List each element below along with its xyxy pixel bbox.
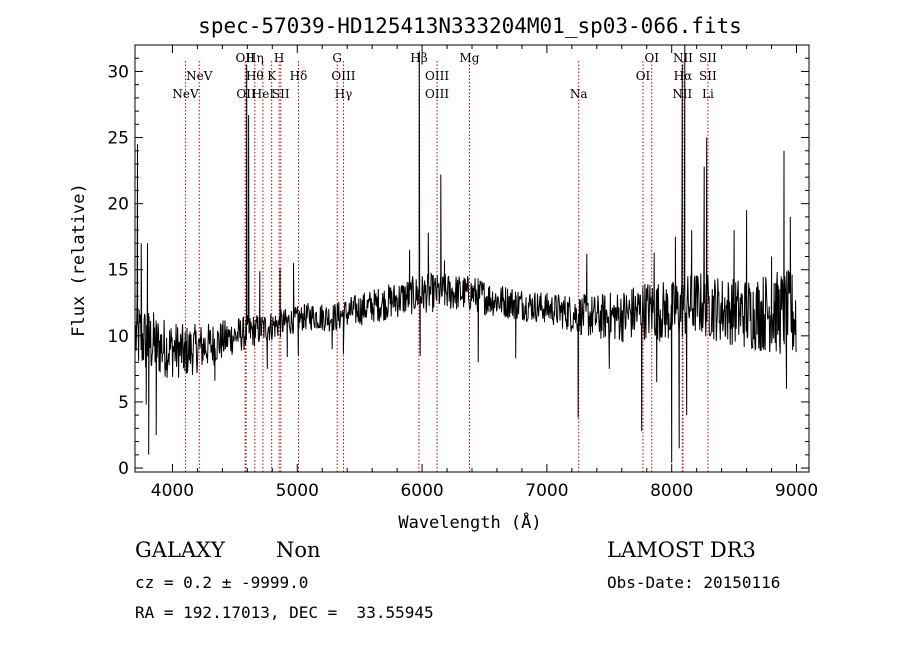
line-marker-label: Hγ bbox=[335, 87, 353, 101]
y-tick-label: 25 bbox=[107, 129, 129, 149]
chart-title: spec-57039-HD125413N333204M01_sp03-066.f… bbox=[198, 14, 742, 38]
line-marker-label: OIII bbox=[425, 87, 449, 101]
line-marker-label: Mg bbox=[460, 51, 480, 65]
y-tick-label: 10 bbox=[107, 327, 129, 347]
line-marker-label: Hδ bbox=[290, 69, 308, 83]
y-tick-label: 5 bbox=[118, 393, 129, 413]
line-marker-label: Li bbox=[702, 87, 714, 101]
redshift-readout: cz = 0.2 ± -9999.0 bbox=[135, 573, 309, 592]
x-tick-label: 5000 bbox=[276, 481, 319, 501]
object-subclass: Non bbox=[276, 538, 321, 562]
line-marker-label: SII bbox=[272, 87, 290, 101]
line-marker-label: OII bbox=[236, 51, 256, 65]
y-tick-label: 20 bbox=[107, 195, 129, 215]
y-tick-label: 30 bbox=[107, 62, 129, 82]
object-class: GALAXY bbox=[135, 538, 225, 562]
observation-date: Obs-Date: 20150116 bbox=[607, 573, 781, 592]
spectrum-line bbox=[135, 44, 797, 463]
line-marker-label: Hθ bbox=[246, 69, 264, 83]
line-marker-label: OI bbox=[644, 51, 659, 65]
x-axis-label: Wavelength (Å) bbox=[398, 511, 541, 533]
y-tick-label: 0 bbox=[118, 459, 129, 479]
line-marker-label: SII bbox=[699, 69, 717, 83]
line-marker-label: Hα bbox=[674, 69, 693, 83]
line-marker-label: NII bbox=[673, 51, 693, 65]
x-tick-label: 6000 bbox=[400, 481, 443, 501]
line-marker-label: K bbox=[267, 69, 277, 83]
survey-name: LAMOST DR3 bbox=[607, 538, 756, 562]
line-marker-label: OIII bbox=[425, 69, 449, 83]
x-tick-label: 8000 bbox=[650, 481, 693, 501]
x-tick-label: 7000 bbox=[525, 481, 568, 501]
line-marker-label: Hη bbox=[246, 51, 264, 65]
line-marker-label: NeV bbox=[172, 87, 199, 101]
y-axis-ticks: 0 5 10 15 20 25 30 bbox=[107, 57, 809, 479]
line-marker-label: OIII bbox=[331, 69, 355, 83]
line-marker-label: Na bbox=[570, 87, 588, 101]
line-marker-label: NeV bbox=[186, 69, 213, 83]
coordinates-readout: RA = 192.17013, DEC = 33.55945 bbox=[135, 603, 434, 622]
line-marker-label: H bbox=[274, 51, 284, 65]
line-marker-label: HeI bbox=[252, 87, 275, 101]
line-marker-label: SII bbox=[699, 51, 717, 65]
x-axis-ticks: 4000 5000 6000 7000 8000 9000 bbox=[151, 45, 818, 501]
x-tick-label: 9000 bbox=[775, 481, 818, 501]
line-marker-label: OI bbox=[636, 69, 651, 83]
y-axis-label: Flux (relative) bbox=[69, 183, 89, 337]
line-label-layer: NeVNeVOIIOIIHηHθHeIKHSIIHδGOIIIHγHβOIIIO… bbox=[172, 51, 717, 101]
line-marker-layer bbox=[185, 61, 709, 472]
x-tick-label: 4000 bbox=[151, 481, 194, 501]
y-tick-label: 15 bbox=[107, 261, 129, 281]
line-marker-label: G bbox=[332, 51, 342, 65]
